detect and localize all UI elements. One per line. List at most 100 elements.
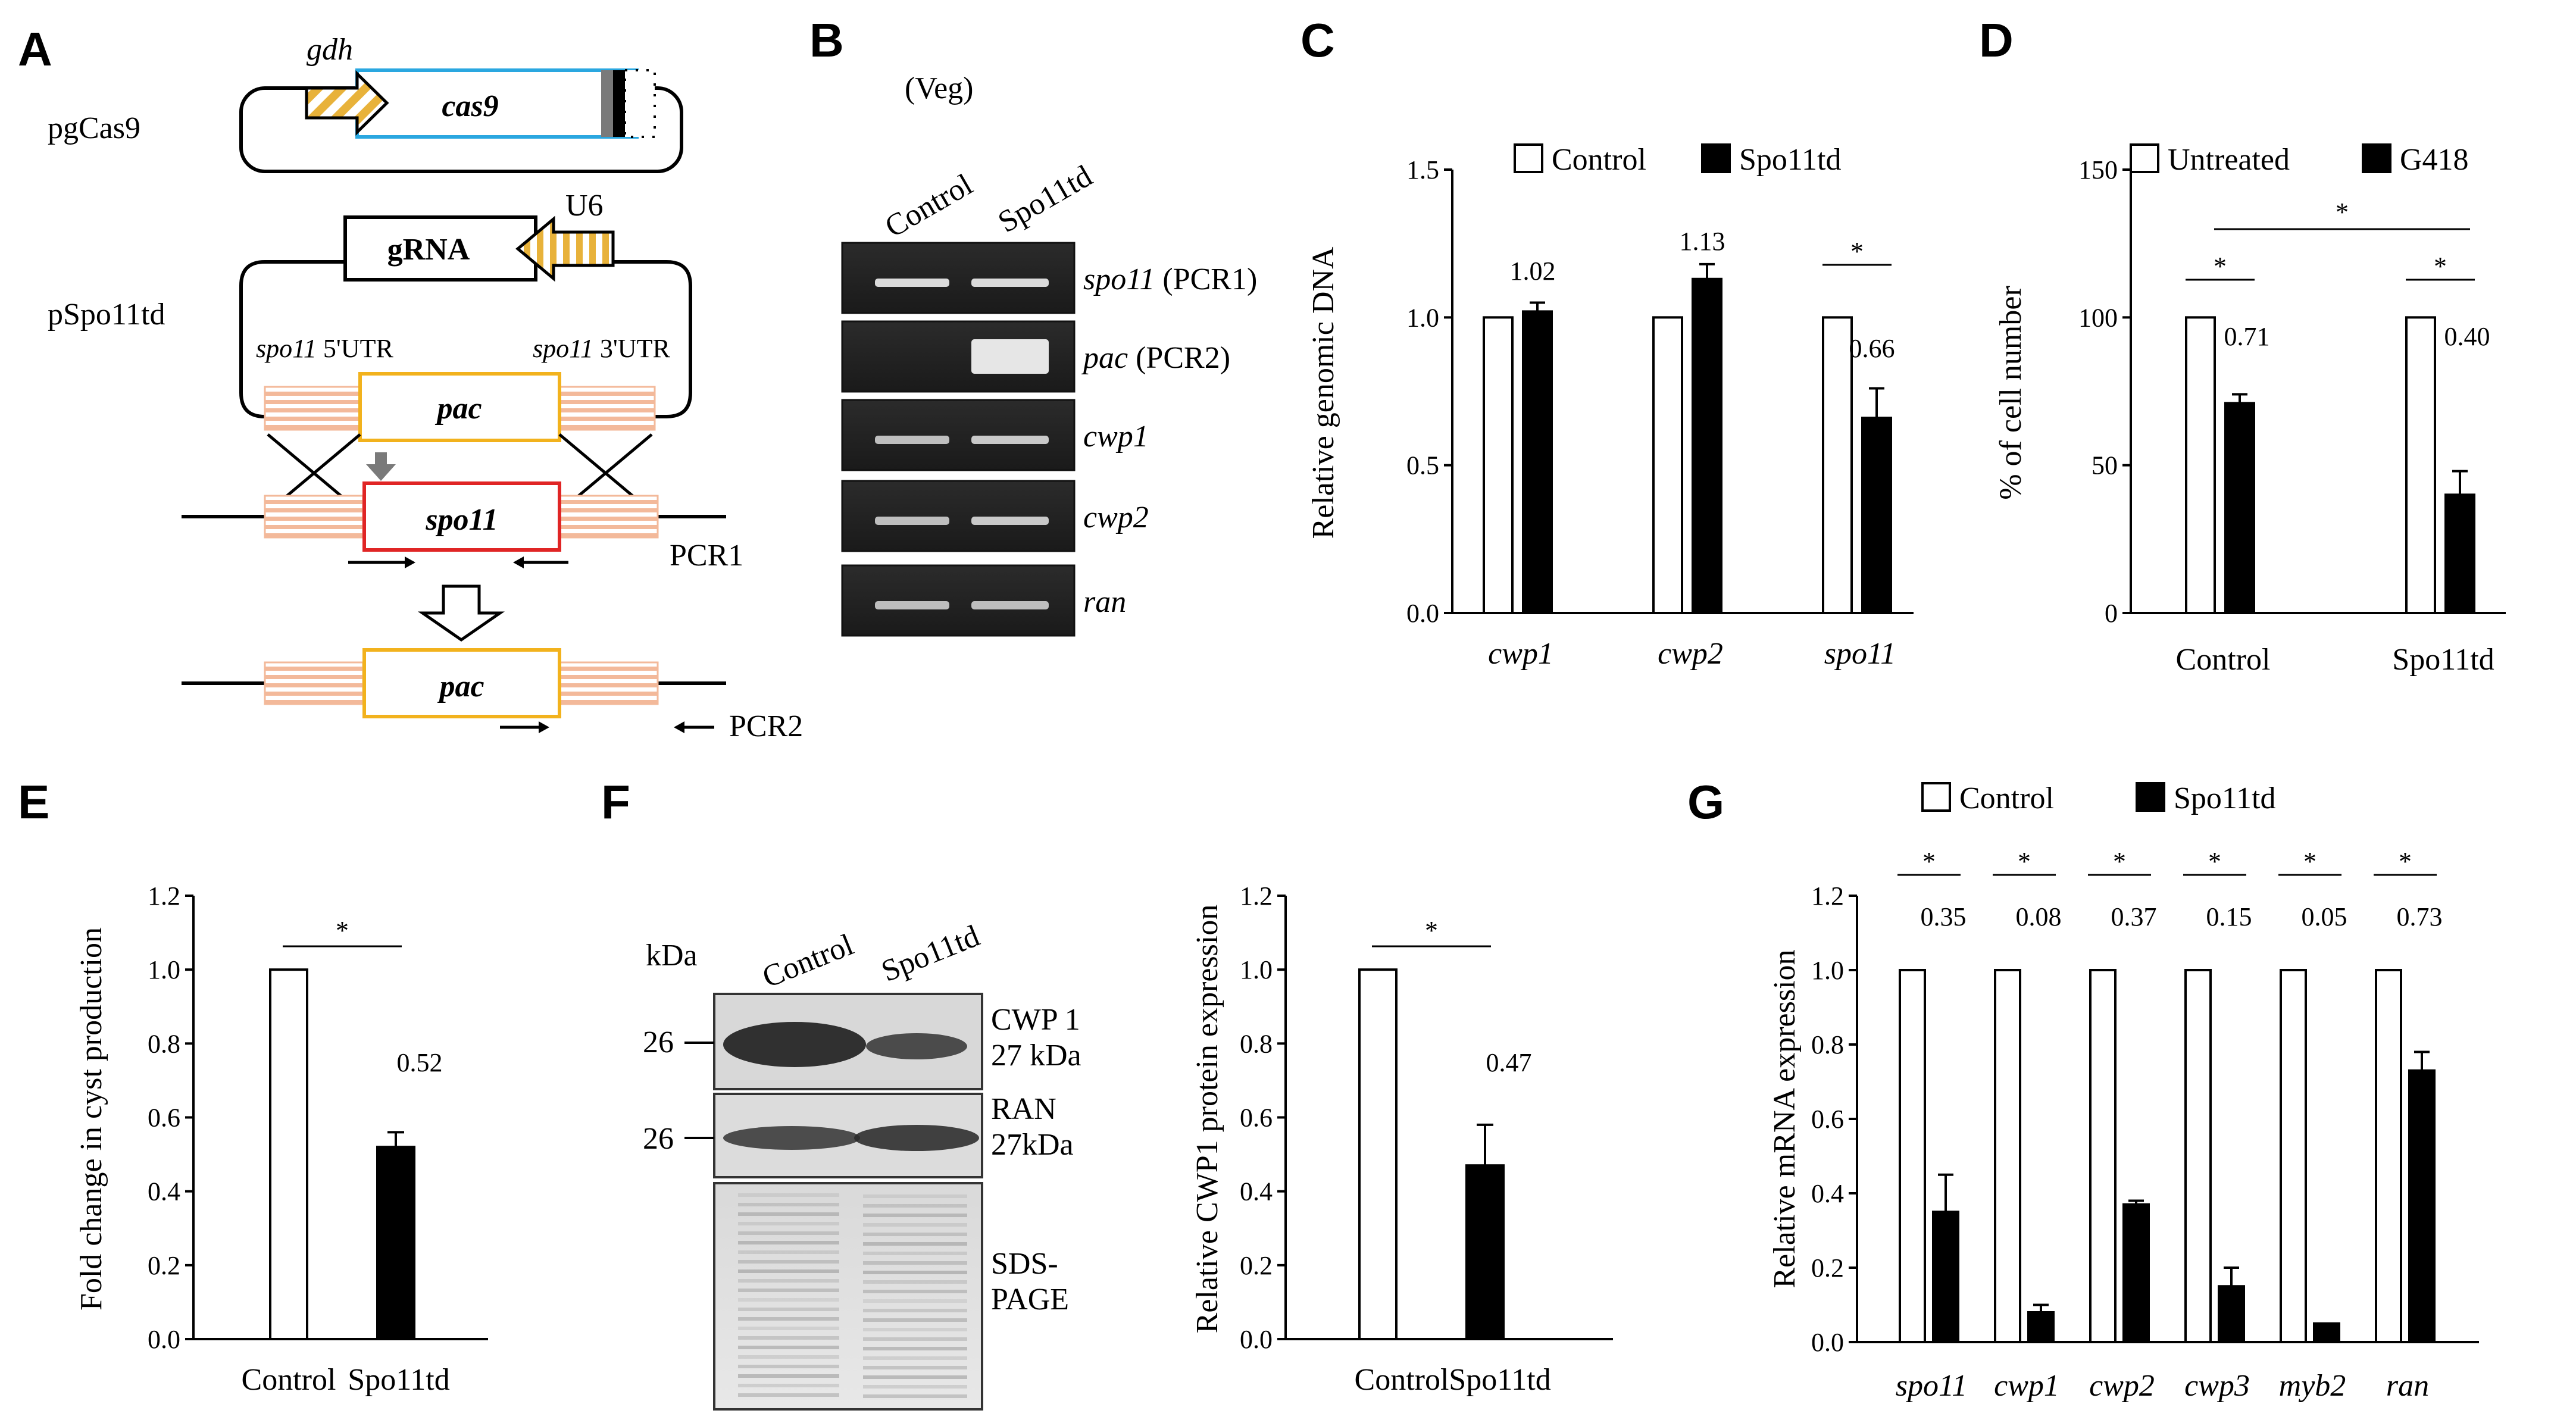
bar-spo11td-cwp2 [2122,1203,2150,1343]
gel-label-spo11: spo11 (PCR1) [1083,262,1257,296]
between-significance-star: * [2336,198,2349,227]
sds-band-spo11td [863,1347,967,1350]
value-annotation: 0.71 [2224,322,2270,351]
sds-band-spo11td [863,1385,967,1389]
gel-band-control-ran [875,601,949,609]
gel-band-spo11td-spo11 [971,279,1049,287]
sds-band-control [738,1289,839,1292]
sds-band-control [738,1365,839,1368]
sds-band-spo11td [863,1252,967,1255]
sds-band-control [738,1269,839,1273]
genome2-utr3 [558,661,659,705]
gel-band-control-cwp2 [875,517,949,525]
y-axis-label: % of cell number [1994,286,2028,500]
pcr2-reverse-primer [674,721,684,733]
chart-c: 0.0 0.5 1.0 1.5 Relative genomic DNA 1.02 cwp1… [1306,143,1914,671]
y-tick-label: 0.0 [1240,1325,1273,1354]
sds-band-control [738,1193,839,1197]
y-tick-label: 0.4 [148,1177,180,1206]
category-label: spo11 [1824,637,1896,671]
category-label: cwp2 [1658,637,1723,671]
sds-band-spo11td [863,1242,967,1246]
bar-spo11td-spo11 [1861,417,1892,614]
cwp1-band-control [723,1022,866,1067]
pac-label-2: pac [437,670,484,703]
y-tick-label: 0.6 [1240,1103,1273,1133]
value-annotation: 0.05 [2302,902,2347,931]
bar-control-cwp1 [1483,316,1514,614]
spo11-label: spo11 [425,503,498,537]
significance-star: * [2399,847,2412,876]
sds-band-control [738,1384,839,1387]
y-axis-label: Relative mRNA expression [1768,949,1802,1288]
y-tick-label: 0.2 [1240,1251,1273,1280]
value-annotation: 0.52 [397,1048,443,1077]
marker-26-b: 26 [643,1122,674,1156]
significance-star: * [2303,847,2316,876]
y-tick-label: 0.6 [1811,1105,1844,1134]
value-annotation: 0.40 [2444,322,2490,351]
category-label: spo11 [1896,1369,1967,1403]
category-label: Spo11td [2392,643,2494,677]
pac-label: pac [434,392,482,426]
sds-label-1: SDS- [991,1247,1058,1281]
gel-suffix-spo11: (PCR1) [1155,262,1257,296]
gel-row-ran [841,564,1076,637]
cwp1-label-1: CWP 1 [991,1003,1080,1037]
value-annotation: 0.47 [1486,1048,1532,1077]
y-tick-label: 1.2 [1240,881,1273,911]
category-label: Spo11td [1449,1363,1550,1397]
chart-f: 0.0 0.2 0.4 0.6 0.8 1.0 1.2 Relative CWP1 prote… [1190,881,1613,1397]
cas9-tag-black [613,70,625,137]
cas9-terminator [624,69,656,138]
category-label: cwp3 [2184,1369,2250,1403]
category-label: ran [2386,1369,2429,1403]
bar-spo11td [376,1146,415,1340]
sds-band-spo11td [863,1233,967,1236]
y-tick-label: 0.2 [1811,1253,1844,1283]
y-tick-label: 1.5 [1406,155,1439,184]
panel-letter-g: G [1687,775,1724,828]
u6-promoter-arrow [515,215,615,282]
pcr1-forward-primer [405,556,415,568]
y-tick-label: 0.5 [1406,451,1439,480]
utr5-block [264,386,361,431]
legend-swatch-untreated [2130,143,2159,173]
y-tick-label: 1.0 [1406,303,1439,332]
bar-untreated-control [2185,316,2216,614]
grna-label: gRNA [387,233,470,267]
significance-star: * [2018,847,2031,876]
sds-band-control [738,1231,839,1235]
sds-band-control [738,1260,839,1264]
sds-band-spo11td [863,1394,967,1398]
marker-26-a: 26 [643,1025,674,1059]
y-tick-label: 0.4 [1811,1179,1844,1208]
sds-band-spo11td [863,1309,967,1312]
result-arrow [417,584,505,642]
cwp1-band-spo11td [866,1033,967,1059]
chart-e: 0.0 0.2 0.4 0.6 0.8 1.0 1.2 Fold change in cyst… [74,881,488,1397]
value-annotation: 0.35 [1921,902,1967,931]
bar-control-ran [2375,969,2402,1343]
significance-star: * [1850,237,1864,266]
sds-page-gel [713,1182,983,1411]
bar-control-myb2 [2280,969,2307,1343]
sds-band-control [738,1250,839,1254]
value-annotation: 0.37 [2111,902,2157,931]
gel-band-control-spo11 [875,279,949,287]
bar-control [1358,968,1398,1340]
legend-swatch-control [1921,782,1951,812]
gel-gene-ran: ran [1083,585,1126,619]
gel-gene-spo11: spo11 [1083,262,1155,296]
gel-label-pac: pac (PCR2) [1081,341,1230,375]
bar-spo11td-myb2 [2313,1322,2340,1343]
gel-gene-cwp2: cwp2 [1083,501,1149,534]
gel-band-spo11td-pac [971,339,1049,374]
sds-band-spo11td [863,1375,967,1379]
bar-g418-spo11td [2444,493,2475,614]
ran-label-1: RAN [991,1092,1056,1126]
pac-box-2 [362,648,561,718]
ran-label-2: 27kDa [991,1128,1074,1162]
category-label: cwp1 [1994,1369,2059,1403]
